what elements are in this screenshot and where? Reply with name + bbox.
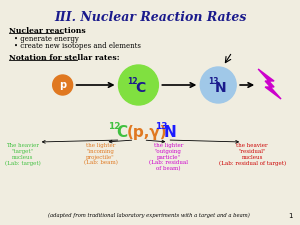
- Circle shape: [118, 65, 158, 105]
- Text: N: N: [164, 125, 176, 140]
- Text: III. Nuclear Reaction Rates: III. Nuclear Reaction Rates: [54, 11, 247, 24]
- Text: the heavier
"residual"
nucleus
(Lab: residual of target): the heavier "residual" nucleus (Lab: res…: [219, 143, 286, 166]
- Text: the lighter
"incoming
projectile"
(Lab: beam): the lighter "incoming projectile" (Lab: …: [84, 143, 118, 166]
- Polygon shape: [258, 69, 281, 99]
- Circle shape: [53, 75, 73, 95]
- Text: Notation for stellar rates:: Notation for stellar rates:: [9, 54, 119, 62]
- Text: p: p: [59, 80, 66, 90]
- Text: the lighter
"outgoing
particle"
(Lab: residual
of beam): the lighter "outgoing particle" (Lab: re…: [149, 143, 188, 171]
- Text: • generate energy: • generate energy: [14, 35, 79, 43]
- Text: 12: 12: [109, 122, 121, 131]
- Text: Nuclear reactions: Nuclear reactions: [9, 27, 85, 35]
- Text: (p,γ): (p,γ): [127, 125, 167, 140]
- Circle shape: [200, 67, 236, 103]
- Text: C: C: [116, 125, 128, 140]
- Text: 1: 1: [289, 213, 293, 219]
- Text: N: N: [214, 81, 226, 95]
- Text: 12: 12: [127, 76, 138, 86]
- Text: C: C: [135, 81, 146, 95]
- Text: 13: 13: [155, 122, 168, 131]
- Text: • create new isotopes and elements: • create new isotopes and elements: [14, 42, 141, 50]
- Text: The heavier
"target"
nucleus
(Lab: target): The heavier "target" nucleus (Lab: targe…: [5, 143, 40, 166]
- Text: 13: 13: [208, 76, 218, 86]
- Text: (adapted from traditional laboratory experiments with a target and a beam): (adapted from traditional laboratory exp…: [47, 213, 249, 218]
